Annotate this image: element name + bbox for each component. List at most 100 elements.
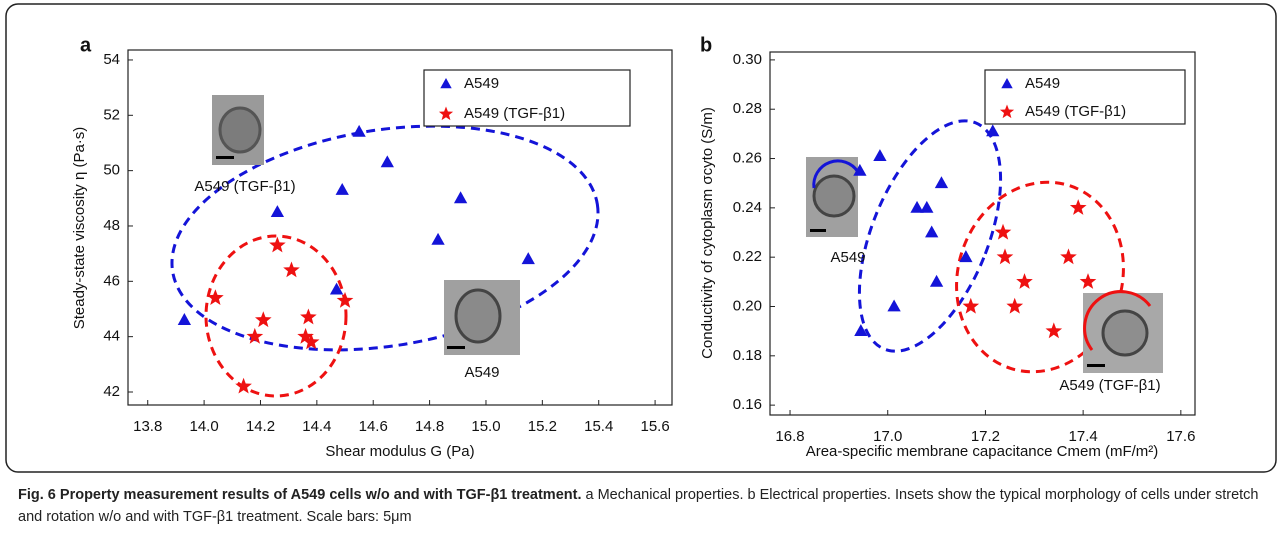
triangle-marker [934,176,949,189]
triangle-marker [1001,78,1013,89]
triangle-marker [352,124,366,137]
legend-box [984,69,1186,125]
y-tick-label: 52 [103,106,120,123]
x-tick-label: 15.0 [471,418,500,435]
legend-label: A549 [1025,75,1060,92]
y-tick-label: 0.22 [733,248,762,265]
x-tick-label: 15.2 [528,418,557,435]
triangle-marker [335,183,349,195]
x-tick-label: 14.2 [246,418,275,435]
x-tick-label: 17.2 [971,428,1000,445]
cluster-outline [170,124,600,352]
star-marker [994,223,1012,240]
cell-inset [444,280,520,355]
x-tick-label: 15.6 [640,418,669,435]
panel-label: b [700,34,712,56]
x-tick-label: 16.8 [775,428,804,445]
y-tick-label: 0.30 [733,51,762,68]
triangle-marker [453,191,468,204]
annotation: A549 (TGF-β1) [1059,377,1160,394]
y-tick-label: 44 [103,328,120,345]
x-tick-label: 14.6 [359,418,388,435]
cell-inset [1083,290,1163,373]
triangle-marker [440,78,452,89]
star-marker [207,289,224,305]
star-marker [302,333,320,350]
y-tick-label: 0.18 [733,347,762,364]
plot-frame [127,49,673,406]
y-tick-label: 50 [103,162,120,179]
triangle-marker [521,252,535,265]
triangle-marker [873,149,887,161]
legend-box [423,69,631,127]
y-tick-label: 0.28 [733,100,762,117]
legend-label: A549 (TGF-β1) [1025,103,1126,120]
star-marker [1069,199,1087,215]
star-marker [438,106,454,121]
legend-label: A549 [464,75,499,92]
triangle-marker [431,232,445,245]
annotation: A549 [464,364,499,381]
x-tick-label: 14.8 [415,418,444,435]
y-axis-label: Conductivity of cytoplasm σcyto (S/m) [699,107,716,359]
caption: Fig. 6 Property measurement results of A… [18,484,1268,528]
triangle-marker [910,200,924,213]
y-tick-label: 46 [103,272,120,289]
x-tick-label: 13.8 [133,418,162,435]
x-tick-label: 14.0 [190,418,219,435]
triangle-marker [887,299,901,312]
star-marker [300,308,317,325]
y-tick-label: 48 [103,217,120,234]
caption-text: a Mechanical properties. b Electrical pr… [18,487,1259,525]
star-marker [962,297,980,314]
plot-frame [769,51,1196,416]
y-tick-label: 0.20 [733,297,762,314]
panel-label: a [80,34,92,56]
star-marker [297,327,314,344]
x-tick-label: 17.6 [1166,428,1195,445]
star-marker [1079,273,1097,289]
star-marker [1060,248,1077,265]
y-tick-label: 0.24 [733,199,762,216]
cluster-outline [204,234,348,398]
annotation: A549 (TGF-β1) [194,178,295,195]
cell-inset [212,95,264,165]
figure-frame [5,3,1277,473]
triangle-marker [925,225,939,238]
legend-label: A549 (TGF-β1) [464,105,565,122]
x-tick-label: 17.4 [1069,428,1098,445]
y-axis-label: Steady-state viscosity η (Pa·s) [71,127,88,330]
x-tick-label: 15.4 [584,418,613,435]
star-marker [996,248,1014,265]
star-marker [999,104,1015,119]
star-marker [1016,273,1033,289]
star-marker [1045,322,1063,339]
star-marker [255,311,272,328]
annotation: A549 [830,249,865,266]
x-axis-label: Area-specific membrane capacitance Cmem … [806,443,1159,460]
triangle-marker [959,250,973,263]
x-axis-label: Shear modulus G (Pa) [325,443,474,460]
star-marker [336,291,354,308]
triangle-marker [270,205,285,218]
triangle-marker [929,274,944,287]
star-marker [283,261,300,278]
triangle-marker [854,324,868,337]
y-tick-label: 42 [103,383,120,400]
triangle-marker [380,155,394,168]
star-marker [246,327,264,344]
x-tick-label: 14.4 [302,418,331,435]
triangle-marker [986,124,1000,137]
y-tick-label: 54 [103,51,120,68]
star-marker [269,236,286,253]
triangle-marker [177,313,192,325]
star-marker [1006,297,1024,314]
triangle-marker [853,163,867,176]
triangle-marker [920,200,934,213]
triangle-marker [329,282,344,295]
cell-inset [806,157,860,237]
star-marker [235,377,252,394]
x-tick-label: 17.0 [873,428,902,445]
